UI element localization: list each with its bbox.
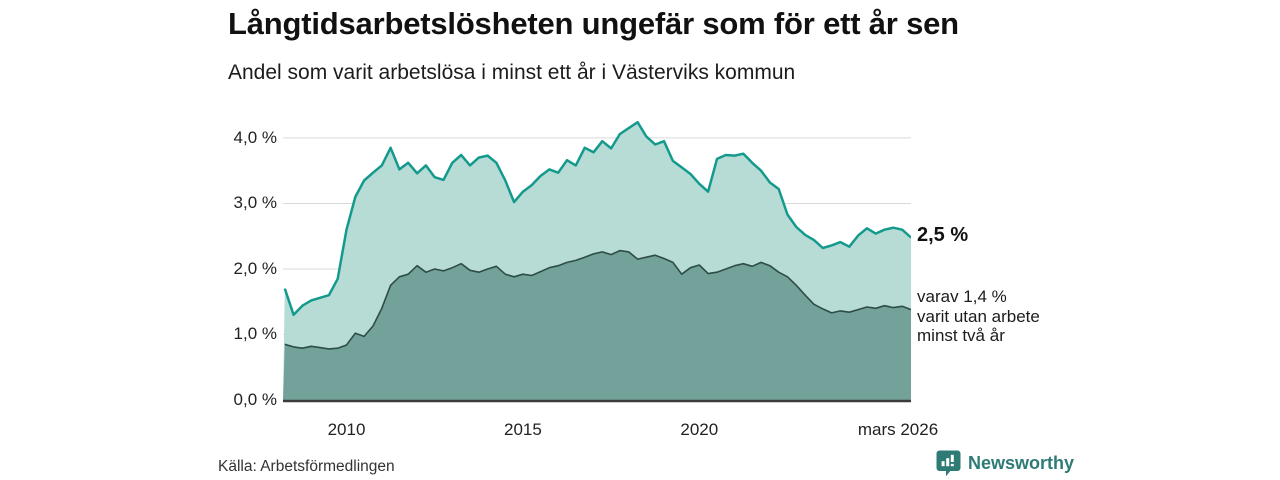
series-area-1: [283, 250, 911, 400]
annotation-line-1: varav 1,4 %: [917, 287, 1007, 306]
y-tick-label: 1,0 %: [233, 324, 277, 344]
source-attribution: Källa: Arbetsförmedlingen: [218, 458, 395, 475]
chart-title: Långtidsarbetslösheten ungefär som för e…: [228, 6, 959, 41]
y-tick-label: 2,0 %: [233, 258, 277, 278]
newsworthy-brand: Newsworthy: [936, 450, 1074, 477]
y-tick-label: 3,0 %: [233, 193, 277, 213]
y-tick-label: 0,0 %: [233, 390, 277, 409]
newsworthy-wordmark: Newsworthy: [968, 453, 1075, 473]
newsworthy-logo-icon: [936, 450, 961, 477]
end-value-label-two-years: varav 1,4 % varit utan arbete minst två …: [917, 287, 1040, 346]
x-tick-label: 2010: [327, 420, 366, 439]
series-line-1: [284, 249, 912, 350]
series-line-0: [283, 120, 912, 317]
annotation-line-3: minst två år: [917, 326, 1005, 345]
x-tick-label: 2020: [680, 420, 719, 439]
x-tick-label: 2015: [503, 420, 542, 439]
annotation-line-2: varit utan arbete: [917, 306, 1040, 326]
y-tick-label: 4,0 %: [233, 127, 277, 147]
chart-subtitle: Andel som varit arbetslösa i minst ett å…: [228, 61, 796, 84]
area-chart-svg: [283, 120, 912, 403]
end-value-label-total: 2,5 %: [917, 224, 969, 246]
x-tick-label: mars 2026: [857, 420, 939, 439]
plot-area: [283, 115, 912, 405]
